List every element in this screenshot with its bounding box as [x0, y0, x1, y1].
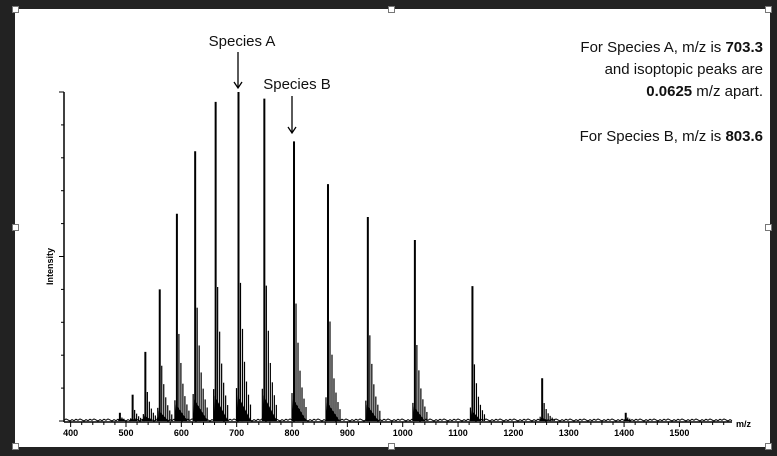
spectrum-peak-12: [412, 240, 428, 421]
x-tick-label: 1400: [614, 428, 634, 438]
x-tick-label: 1100: [448, 428, 468, 438]
spectrum-peak-0: [117, 412, 125, 421]
note-line3-suffix: m/z apart.: [692, 83, 763, 100]
x-tick-label: 800: [285, 428, 300, 438]
peak-shoulder: [412, 406, 425, 421]
peak-shoulder: [117, 419, 125, 421]
species-b-mz-value: 803.6: [725, 128, 763, 145]
x-tick-label: 600: [174, 428, 189, 438]
spectrum-peak-5: [192, 151, 208, 421]
peak-shoulder: [540, 417, 548, 421]
spectrum-peak-8: [261, 98, 277, 421]
peak-shoulder: [193, 399, 208, 421]
peak-shoulder: [365, 404, 378, 421]
x-tick-label: 1200: [503, 428, 523, 438]
peak-shoulder: [157, 410, 168, 421]
x-tick-label: 500: [118, 428, 133, 438]
spectrum-peak-14: [539, 378, 555, 421]
x-tick-label: 1300: [559, 428, 579, 438]
resize-handle-bottom-left[interactable]: [12, 443, 19, 450]
species-a-mz-value: 703.3: [725, 39, 763, 56]
resize-handle-middle-left[interactable]: [12, 224, 19, 231]
spectrum-peak-6: [213, 101, 229, 421]
isotope-spacing-value: 0.0625: [646, 83, 693, 100]
peak-shoulder: [292, 398, 307, 421]
peak-shoulder: [130, 418, 138, 421]
species-b-note: For Species B, m/z is 803.6: [580, 126, 763, 148]
x-axis-label: m/z: [736, 419, 752, 429]
spectrum-peak-2: [142, 351, 158, 421]
peak-shoulder: [325, 402, 340, 421]
spectrum-peak-13: [469, 286, 486, 421]
resize-handle-bottom-middle[interactable]: [388, 443, 395, 450]
spectrum-peak-11: [365, 217, 381, 421]
annotation-arrow-head: [287, 126, 297, 135]
spectrum-peak-4: [174, 213, 190, 421]
peak-shoulder: [143, 415, 152, 421]
x-tick-label: 400: [63, 428, 78, 438]
x-tick-label: 1500: [669, 428, 689, 438]
species-a-note: For Species A, m/z is 703.3 and isoptopi…: [580, 37, 763, 103]
spectrum-peak-10: [325, 184, 341, 421]
peak-shoulder: [236, 394, 251, 421]
note-line4-prefix: For Species B, m/z is: [579, 128, 726, 145]
annotation-label-species-b: Species B: [263, 76, 331, 93]
spectrum-peak-9: [291, 141, 307, 421]
resize-handle-top-left[interactable]: [12, 6, 19, 13]
y-axis-label: Intensity: [45, 248, 55, 285]
spectrum-peak-15: [623, 412, 631, 421]
resize-handle-top-right[interactable]: [765, 6, 772, 13]
slide-canvas: [15, 9, 770, 447]
resize-handle-middle-right[interactable]: [765, 224, 772, 231]
x-tick-label: 900: [340, 428, 355, 438]
peak-shoulder: [623, 419, 630, 421]
spectrum-peak-7: [235, 92, 252, 421]
peak-shoulder: [262, 395, 277, 421]
peak-shoulder: [470, 410, 481, 421]
annotation-label-species-a: Species A: [209, 33, 276, 50]
x-tick-label: 1000: [393, 428, 413, 438]
spectrum-peak-1: [130, 394, 144, 421]
x-tick-label: 700: [229, 428, 244, 438]
peak-shoulder: [213, 395, 228, 421]
resize-handle-bottom-right[interactable]: [765, 443, 772, 450]
note-line1-prefix: For Species A, m/z is: [580, 39, 726, 56]
baseline-noise: [63, 418, 733, 422]
resize-handle-top-middle[interactable]: [388, 6, 395, 13]
peak-shoulder: [174, 404, 188, 421]
annotation-arrow-head: [233, 81, 243, 90]
spectrum-peak-3: [157, 289, 173, 421]
note-line2: and isoptopic peaks are: [604, 61, 763, 78]
